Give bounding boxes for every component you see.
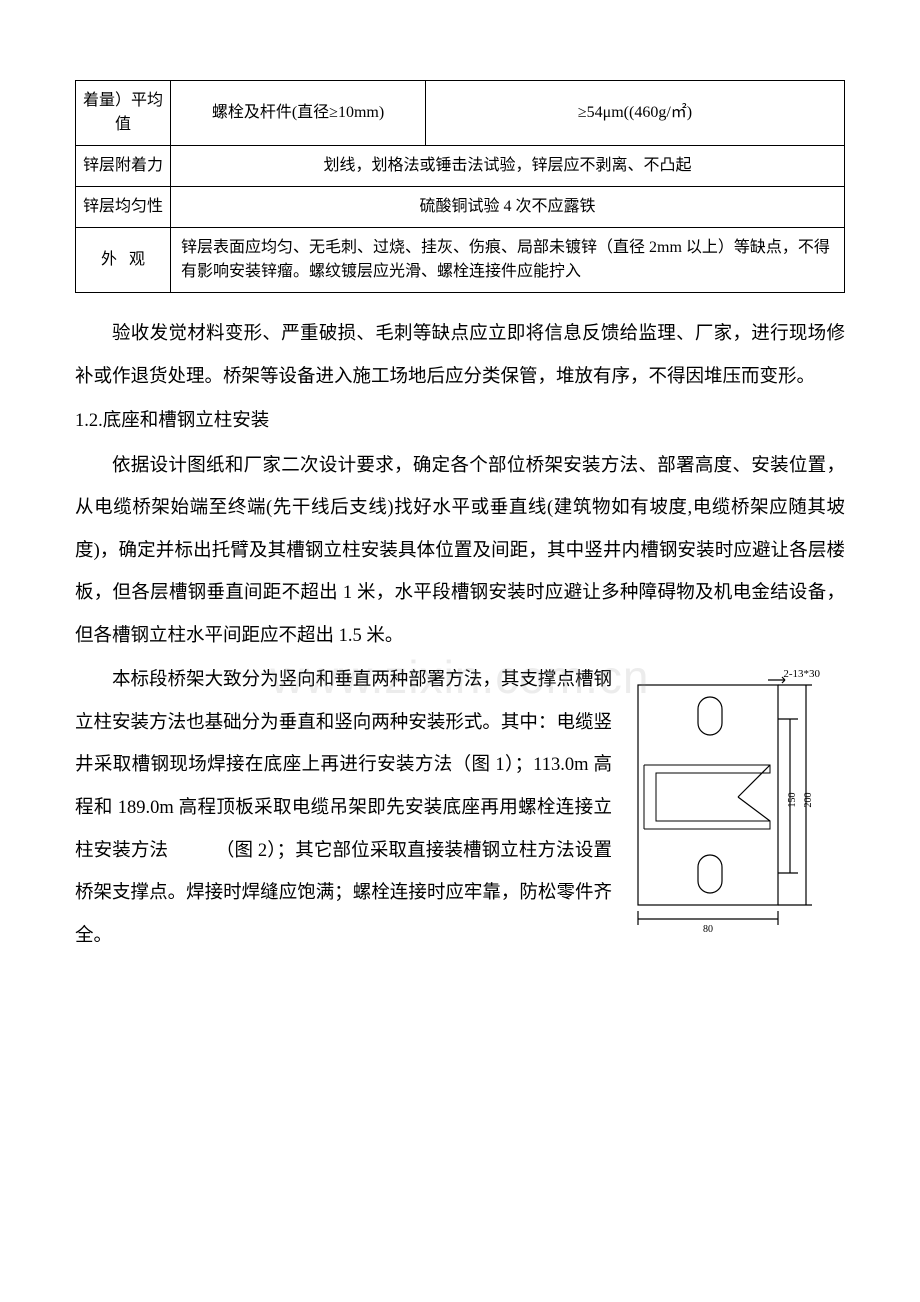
cell-name: 锌层附着力 (76, 146, 171, 187)
cell-value: ≥54μm((460g/㎡) (426, 81, 845, 146)
paragraph-1: 验收发觉材料变形、严重破损、毛刺等缺点应立即将信息反馈给监理、厂家，进行现场修补… (75, 313, 845, 398)
dim-150: 150 (787, 793, 798, 808)
dim-top-label: 2-13*30 (783, 668, 820, 680)
table-row: 外 观 锌层表面应均匀、无毛刺、过烧、挂灰、伤痕、局部未镀锌（直径 2mm 以上… (76, 228, 845, 293)
dim-200: 200 (803, 793, 814, 808)
cell-name: 外 观 (76, 228, 171, 293)
cell-value: 划线，划格法或锤击法试验，锌层应不剥离、不凸起 (171, 146, 845, 187)
cell-name: 着量）平均值 (76, 81, 171, 146)
paragraph-2: 依据设计图纸和厂家二次设计要求，确定各个部位桥架安装方法、部署高度、安装位置，从… (75, 445, 845, 658)
cell-value: 硫酸铜试验 4 次不应露铁 (171, 187, 845, 228)
cell-name: 锌层均匀性 (76, 187, 171, 228)
cell-cond: 螺栓及杆件(直径≥10mm) (171, 81, 426, 146)
channel-diagram: 2-13*30 150 2 (620, 665, 845, 935)
section-title: 1.2.底座和槽钢立柱安装 (75, 400, 845, 443)
spec-table: 着量）平均值 螺栓及杆件(直径≥10mm) ≥54μm((460g/㎡) 锌层附… (75, 80, 845, 293)
cell-value: 锌层表面应均匀、无毛刺、过烧、挂灰、伤痕、局部未镀锌（直径 2mm 以上）等缺点… (171, 228, 845, 293)
dim-80: 80 (703, 924, 713, 935)
table-row: 锌层附着力 划线，划格法或锤击法试验，锌层应不剥离、不凸起 (76, 146, 845, 187)
table-row: 着量）平均值 螺栓及杆件(直径≥10mm) ≥54μm((460g/㎡) (76, 81, 845, 146)
paragraph-3-wrap: 2-13*30 150 2 (75, 659, 845, 957)
table-row: 锌层均匀性 硫酸铜试验 4 次不应露铁 (76, 187, 845, 228)
